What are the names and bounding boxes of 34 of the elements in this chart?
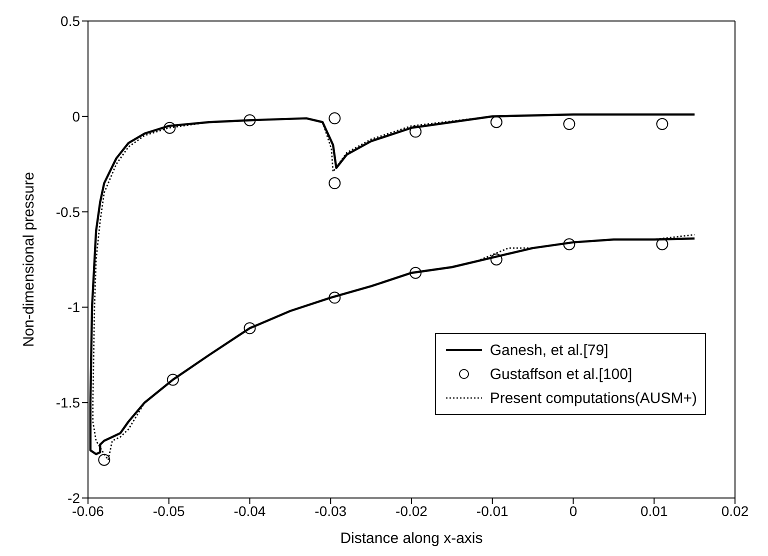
point bbox=[563, 238, 576, 250]
y-tick-label: -0.5 bbox=[56, 204, 80, 220]
point bbox=[410, 266, 422, 279]
x-tick-label: 0 bbox=[569, 502, 578, 519]
x-tick-label: 0.01 bbox=[640, 502, 668, 519]
x-axis-title: Distance along x-axis bbox=[340, 530, 483, 547]
point bbox=[490, 116, 502, 128]
legend-label: Present computations(AUSM+) bbox=[490, 390, 697, 406]
point bbox=[656, 238, 668, 250]
point bbox=[328, 177, 341, 190]
y-axis-title: Non-dimensional pressure bbox=[20, 172, 38, 348]
point bbox=[656, 118, 668, 130]
point bbox=[164, 122, 176, 134]
point bbox=[328, 112, 341, 124]
x-tick-label: 0.02 bbox=[721, 502, 749, 519]
point bbox=[244, 322, 256, 334]
point bbox=[328, 292, 341, 304]
point bbox=[563, 118, 576, 130]
legend-label: Gustaffson et al.[100] bbox=[490, 366, 632, 382]
point bbox=[244, 114, 256, 126]
x-tick-label: -0.05 bbox=[152, 502, 186, 519]
point bbox=[166, 374, 179, 386]
x-tick-label: -0.04 bbox=[234, 502, 266, 519]
y-tick-label: -1.5 bbox=[56, 394, 80, 411]
y-tick-label: -1 bbox=[68, 299, 80, 316]
legend-label: Ganesh, et al.[79] bbox=[490, 342, 608, 358]
x-tick-label: -0.02 bbox=[396, 502, 428, 519]
point bbox=[98, 454, 110, 466]
y-tick-label: 0 bbox=[72, 108, 80, 124]
x-tick-label: -0.03 bbox=[314, 502, 347, 519]
y-tick-label: 0.5 bbox=[60, 12, 80, 29]
point bbox=[410, 126, 422, 138]
x-tick-label: -0.01 bbox=[476, 502, 509, 519]
point bbox=[490, 254, 502, 266]
